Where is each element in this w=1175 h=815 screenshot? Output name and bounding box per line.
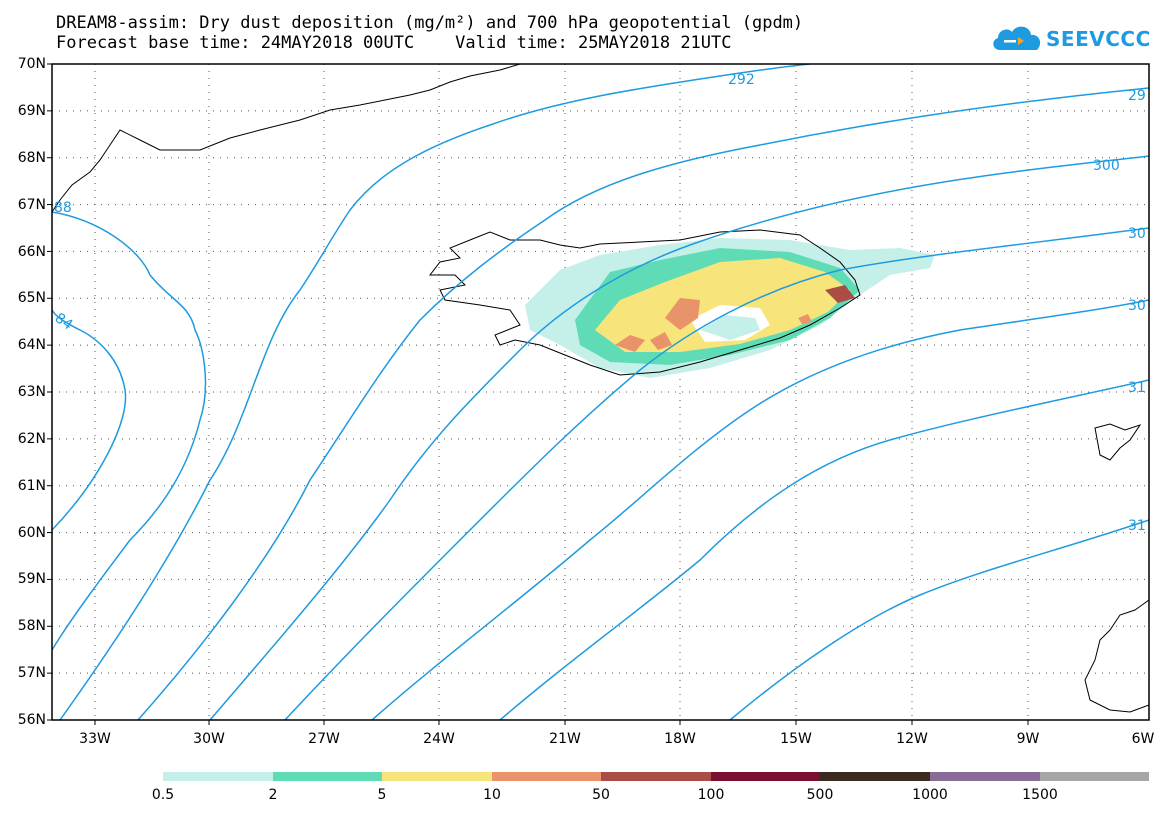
contour-label: 292 (728, 72, 755, 88)
faroe-islands (1094, 423, 1142, 461)
contour-line (209, 155, 1149, 720)
colorbar-label: 1000 (912, 787, 948, 803)
colorbar-swatch (601, 772, 711, 781)
lat-label: 58N (17, 618, 46, 634)
geopotential-contours (52, 64, 1149, 720)
contour-label: 29 (1128, 88, 1146, 104)
lat-label: 63N (17, 384, 46, 400)
gridlines (52, 64, 1149, 720)
coastlines (52, 64, 1149, 713)
lat-label: 56N (17, 712, 46, 728)
lon-label: 15W (780, 731, 812, 747)
lon-label: 21W (549, 731, 581, 747)
dust-deposition-field (525, 238, 935, 378)
dust-shade-10-a (665, 298, 700, 330)
axis-ticks (47, 63, 1029, 725)
contour-line (52, 211, 207, 651)
contour-label: 30 (1128, 298, 1146, 314)
lat-label: 65N (17, 290, 46, 306)
colorbar-swatch (382, 772, 492, 781)
lon-label: 6W (1131, 731, 1155, 747)
contour-line (137, 87, 1149, 720)
colorbar-swatch (929, 772, 1040, 781)
colorbar-label: 50 (592, 787, 610, 803)
dust-shade-10-e (798, 314, 812, 324)
colorbar-swatch (1039, 772, 1150, 781)
lat-label: 66N (17, 244, 46, 260)
lat-label: 60N (17, 525, 46, 541)
colorbar-label: 1500 (1022, 787, 1058, 803)
dust-shade-10-b (615, 335, 645, 352)
map-frame (51, 63, 1150, 721)
logo-text: SEEVCCC (1046, 27, 1151, 51)
contour-labels: 292 29 300 30 30 31 31 84 88 (52, 72, 1146, 534)
dust-shade-2-inner (700, 315, 760, 340)
lat-label: 57N (17, 665, 46, 681)
colorbar-label: 0.5 (151, 787, 175, 803)
chart-title: DREAM8-assim: Dry dust deposition (mg/m²… (56, 13, 804, 33)
lon-label: 27W (308, 731, 340, 747)
lat-label: 70N (17, 56, 46, 72)
lat-label: 64N (17, 337, 46, 353)
dust-shade-10-c (650, 332, 672, 350)
colorbar-swatch (491, 772, 602, 781)
contour-line (729, 519, 1149, 720)
contour-label: 88 (54, 200, 72, 216)
contour-label: 31 (1128, 380, 1146, 396)
dust-shade-5 (595, 258, 850, 352)
lat-label: 62N (17, 431, 46, 447)
lon-label: 33W (79, 731, 111, 747)
lat-label: 69N (17, 103, 46, 119)
lat-label: 68N (17, 150, 46, 166)
colorbar-label: 2 (268, 787, 278, 803)
contour-line (52, 309, 127, 531)
lat-label: 59N (17, 571, 46, 587)
contour-line (371, 299, 1149, 720)
lon-label: 18W (664, 731, 696, 747)
lon-label: 12W (896, 731, 928, 747)
colorbar-label: 100 (697, 787, 725, 803)
colorbar-swatch (820, 772, 930, 781)
contour-line (284, 227, 1149, 720)
colorbar-swatch (163, 772, 273, 781)
seevccc-logo: SEEVCCC (990, 20, 1150, 56)
contour-label: 30 (1128, 226, 1146, 242)
colorbar (163, 772, 1150, 781)
lon-label: 24W (423, 731, 455, 747)
scotland-coast (1084, 599, 1149, 713)
lon-label: 30W (193, 731, 225, 747)
colorbar-label: 10 (483, 787, 501, 803)
contour-label: 300 (1093, 158, 1120, 174)
cloud-icon (993, 26, 1041, 50)
forecast-time-info: Forecast base time: 24MAY2018 00UTC Vali… (56, 33, 732, 53)
contour-line (499, 379, 1149, 720)
colorbar-swatch (272, 772, 383, 781)
colorbar-label: 5 (377, 787, 387, 803)
lat-label: 67N (17, 197, 46, 213)
lon-label: 9W (1016, 731, 1040, 747)
contour-label: 31 (1128, 518, 1146, 534)
lat-label: 61N (17, 478, 46, 494)
contour-line (59, 64, 811, 720)
dust-shade-10-d (825, 285, 855, 303)
iceland-coast (428, 229, 861, 376)
greenland-coast (52, 64, 521, 213)
colorbar-swatch (710, 772, 821, 781)
colorbar-label: 500 (806, 787, 834, 803)
